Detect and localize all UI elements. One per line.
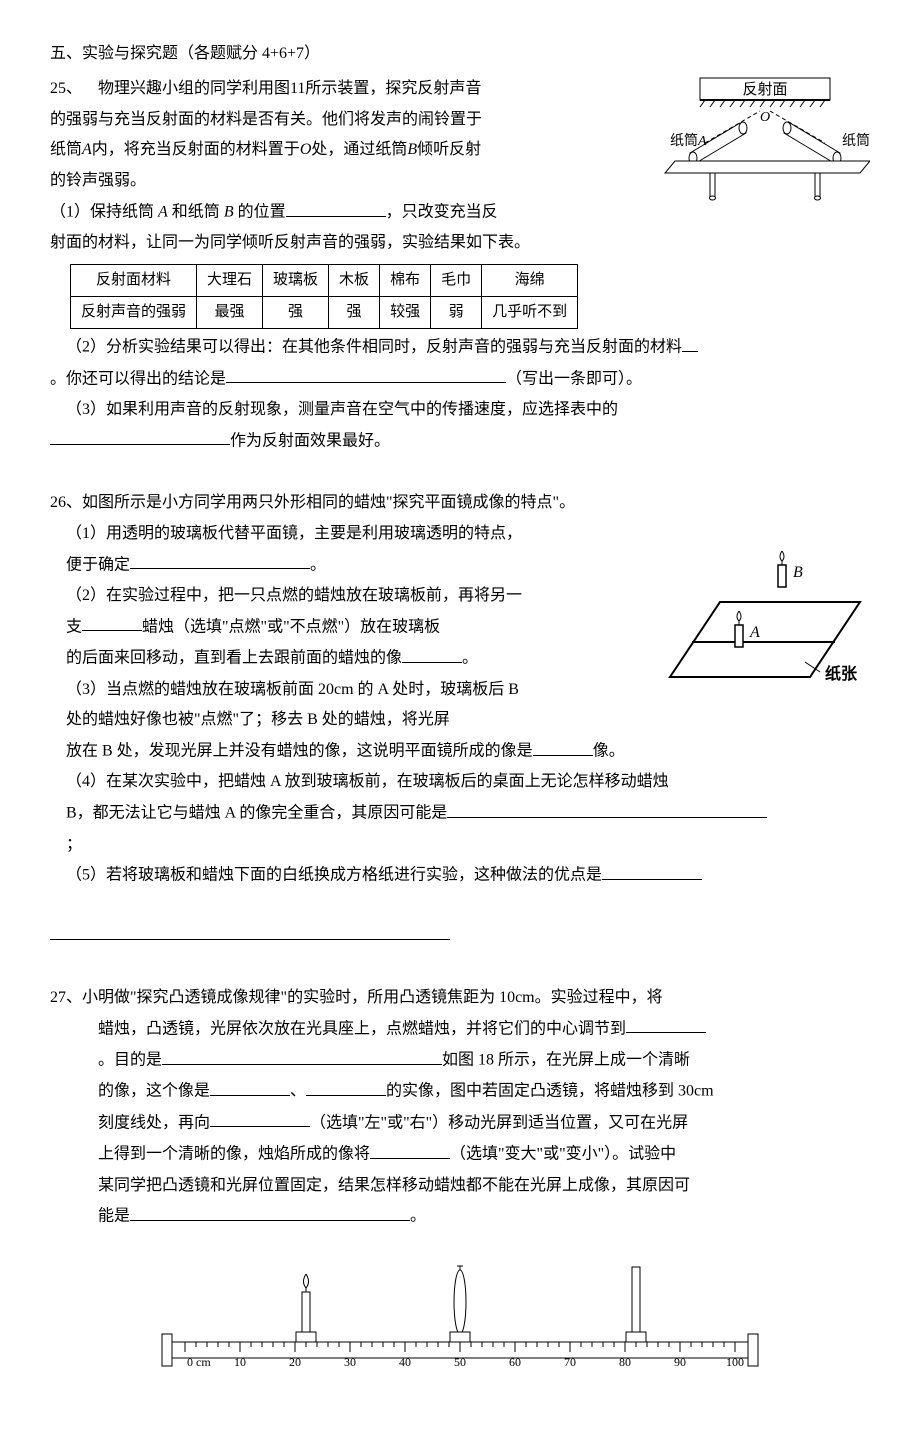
blank[interactable] [447, 799, 767, 818]
q25-figure: 反射面 O [660, 73, 870, 224]
blank[interactable] [210, 1077, 290, 1096]
fig-label-reflect: 反射面 [742, 81, 787, 98]
q26-p4a: （4）在某次实验中，把蜡烛 A 放到玻璃板前，在玻璃板后的桌面上无论怎样移动蜡烛 [50, 768, 870, 797]
question-27: 27、小明做"探究凸透镜成像规律"的实验时，所用凸透镜焦距为 10cm。实验过程… [50, 984, 870, 1232]
td: 弱 [431, 297, 482, 329]
q25-p2b: 。你还可以得出的结论是（写出一条即可）。 [50, 365, 870, 394]
question-26: A B 纸张 26、如图所示是小方同学用两只外形相同的蜡烛"探究平面镜成像的特点… [50, 487, 870, 953]
th: 海绵 [482, 265, 578, 297]
question-25: 反射面 O [50, 73, 870, 260]
td: 强 [329, 297, 380, 329]
q26-p5a: （5）若将玻璃板和蜡烛下面的白纸换成方格纸进行实验，这种做法的优点是 [50, 861, 870, 890]
svg-text:70: 70 [564, 1355, 576, 1369]
svg-text:40: 40 [399, 1355, 411, 1369]
td: 反射声音的强弱 [71, 297, 197, 329]
q26-p3c: 放在 B 处，发现光屏上并没有蜡烛的像，这说明平面镜所成的像是像。 [50, 737, 870, 766]
blank[interactable] [682, 333, 698, 352]
q26-p4b: B，都无法让它与蜡烛 A 的像完全重合，其原因可能是 [50, 799, 870, 828]
svg-text:80: 80 [619, 1355, 631, 1369]
td: 强 [263, 297, 329, 329]
q27-l5: 刻度线处，再向（选填"左"或"右"）移动光屏到适当位置，又可在光屏 [50, 1109, 870, 1138]
q27-num: 27、 [50, 989, 82, 1006]
q27-l6: 上得到一个清晰的像，烛焰所成的像将（选填"变大"或"变小"）。试验中 [50, 1140, 870, 1169]
q27-l2: 蜡烛，凸透镜，光屏依次放在光具座上，点燃蜡烛，并将它们的中心调节到 [50, 1015, 870, 1044]
q25-table: 反射面材料 大理石 玻璃板 木板 棉布 毛巾 海绵 反射声音的强弱 最强 强 强… [70, 264, 578, 329]
q27-l1: 小明做"探究凸透镜成像规律"的实验时，所用凸透镜焦距为 10cm。实验过程中，将 [82, 989, 663, 1006]
blank[interactable] [130, 1202, 410, 1221]
fig-label-tubeB: 纸筒B [842, 132, 870, 149]
blank[interactable] [626, 1015, 706, 1034]
q26-intro: 如图所示是小方同学用两只外形相同的蜡烛"探究平面镜成像的特点"。 [82, 494, 575, 511]
q27-l7: 某同学把凸透镜和光屏位置固定，结果怎样移动蜡烛都不能在光屏上成像，其原因可 [50, 1172, 870, 1201]
svg-text:50: 50 [454, 1355, 466, 1369]
q25-p3a: （3）如果利用声音的反射现象，测量声音在空气中的传播速度，应选择表中的 [50, 396, 870, 425]
blank[interactable] [82, 613, 142, 632]
th: 木板 [329, 265, 380, 297]
svg-text:10: 10 [234, 1355, 246, 1369]
q27-l8: 能是。 [50, 1202, 870, 1231]
q27-l3: 。目的是如图 18 所示，在光屏上成一个清晰 [50, 1046, 870, 1075]
blank[interactable] [602, 861, 702, 880]
q27-l4: 的像，这个像是、的实像，图中若固定凸透镜，将蜡烛移到 30cm [50, 1077, 870, 1106]
th: 毛巾 [431, 265, 482, 297]
blank[interactable] [402, 644, 462, 663]
svg-text:0 cm: 0 cm [187, 1355, 211, 1369]
fig-label-paper: 纸张 [825, 664, 858, 683]
table-row: 反射声音的强弱 最强 强 强 较强 弱 几乎听不到 [71, 297, 578, 329]
fig-label-tubeA: 纸筒A [670, 132, 707, 149]
td: 较强 [380, 297, 431, 329]
blank[interactable] [210, 1109, 310, 1128]
blank[interactable] [533, 737, 593, 756]
blank[interactable] [306, 1077, 386, 1096]
fig-label-O: O [760, 110, 770, 125]
td: 最强 [197, 297, 263, 329]
fig-label-A: A [749, 624, 760, 641]
q25-p2a: （2）分析实验结果可以得出：在其他条件相同时，反射声音的强弱与充当反射面的材料 [50, 333, 870, 362]
section-title: 五、实验与探究题（各题赋分 4+6+7） [50, 40, 870, 69]
blank[interactable] [226, 365, 506, 384]
table-row: 反射面材料 大理石 玻璃板 木板 棉布 毛巾 海绵 [71, 265, 578, 297]
th: 大理石 [197, 265, 263, 297]
q26-p5-blank [50, 893, 870, 951]
blank[interactable] [162, 1046, 442, 1065]
q25-p3b: 作为反射面效果最好。 [50, 427, 870, 456]
blank[interactable] [130, 551, 310, 570]
q25-p1e: 射面的材料，让同一为同学倾听反射声音的强弱，实验结果如下表。 [50, 229, 870, 258]
q26-figure: A B 纸张 [660, 507, 870, 698]
svg-text:30: 30 [344, 1355, 356, 1369]
th: 玻璃板 [263, 265, 329, 297]
svg-text:90: 90 [674, 1355, 686, 1369]
q26-num: 26、 [50, 494, 82, 511]
blank[interactable] [370, 1140, 450, 1159]
td: 几乎听不到 [482, 297, 578, 329]
q25-intro-1: 物理兴趣小组的同学利用图11所示装置，探究反射声音 [98, 80, 481, 97]
blank[interactable] [50, 427, 230, 446]
blank[interactable] [50, 922, 450, 941]
th: 棉布 [380, 265, 431, 297]
fig-label-B: B [793, 564, 803, 581]
q25-num: 25、 [50, 80, 82, 97]
svg-text:20: 20 [289, 1355, 301, 1369]
svg-text:100: 100 [726, 1355, 744, 1369]
q26-p4c: ； [50, 831, 870, 860]
th: 反射面材料 [71, 265, 197, 297]
q27-figure: 0 cm 10 20 30 40 50 60 70 80 90 100 [50, 1252, 870, 1393]
q26-p3b: 处的蜡烛好像也被"点燃"了；移去 B 处的蜡烛，将光屏 [50, 706, 870, 735]
svg-text:60: 60 [509, 1355, 521, 1369]
blank[interactable] [286, 198, 386, 217]
